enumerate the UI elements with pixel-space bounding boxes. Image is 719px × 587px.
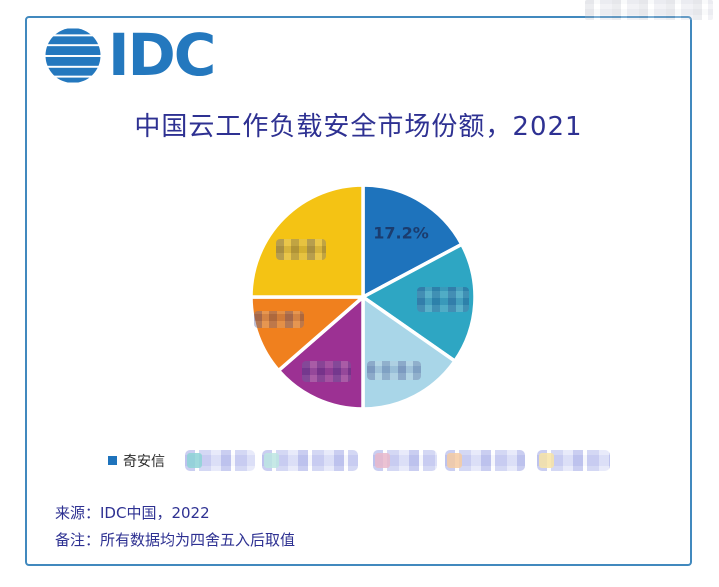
legend-item-0: 奇安信 [108,450,165,471]
redaction-mosaic-teal-slice [417,287,469,312]
legend-item-redacted-2 [262,450,358,471]
legend-item-redacted-4 [445,450,525,471]
legend-swatch-blurred [264,453,279,468]
pie-slice-1-奇安信 [361,183,464,299]
legend: 奇安信 [0,450,719,472]
source-line: 来源：IDC中国，2022 [55,504,210,522]
brand-text: IDC [108,21,216,89]
legend-swatch-blurred [447,453,462,468]
idc-logo: IDC [45,21,216,89]
redaction-mosaic-yellow-slice [276,239,326,260]
pie-chart: 17.2% [249,183,477,411]
chart-title: 中国云工作负载安全市场份额，2021 [134,112,583,142]
redaction-mosaic-lightblue-slice [367,361,421,380]
legend-swatch-blurred [539,453,554,468]
pie-slice-4 [276,295,365,411]
legend-item-redacted-1 [185,450,255,471]
pie-slice-6 [249,183,365,299]
legend-item-redacted-3 [373,450,437,471]
striped-globe-icon [45,27,101,83]
legend-label: 奇安信 [123,453,165,470]
redaction-mosaic-orange-slice [254,311,304,328]
redaction-mosaic-purple-slice [302,361,351,382]
pie-slice-5 [249,295,365,373]
legend-item-redacted-5 [537,450,610,471]
note-line: 备注：所有数据均为四舍五入后取值 [55,531,296,549]
legend-swatch-blurred [375,453,390,468]
legend-swatch-blurred [187,453,202,468]
pie-slice-3 [361,295,457,411]
slice-value-label: 17.2% [373,224,429,243]
legend-swatch [108,456,117,465]
watermark-mosaic [585,0,713,20]
pie-slice-2 [361,242,477,363]
